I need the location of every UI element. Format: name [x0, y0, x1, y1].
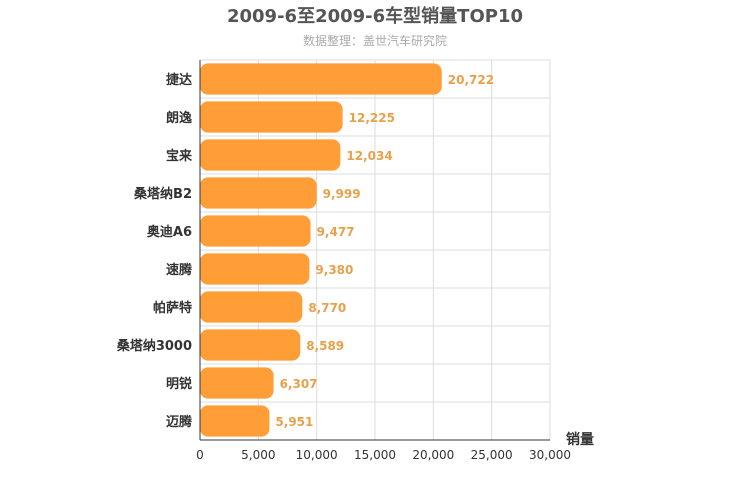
data-label: 9,477	[317, 225, 355, 239]
category-label: 捷达	[166, 72, 192, 88]
data-label: 20,722	[448, 73, 494, 87]
data-label: 5,951	[275, 415, 313, 429]
category-label: 迈腾	[166, 414, 193, 430]
data-label: 8,589	[306, 339, 344, 353]
x-tick-label: 20,000	[412, 448, 454, 462]
category-label: 帕萨特	[153, 300, 192, 316]
category-label: 明锐	[166, 376, 192, 392]
category-label: 速腾	[166, 262, 193, 278]
bar	[200, 291, 303, 323]
data-label: 6,307	[280, 377, 318, 391]
x-tick-label: 5,000	[241, 448, 275, 462]
bar	[200, 405, 270, 437]
category-label: 奥迪A6	[147, 224, 192, 240]
bar	[200, 253, 310, 285]
chart-subtitle: 数据整理：盖世汽车研究院	[303, 33, 447, 48]
x-tick-label: 0	[196, 448, 204, 462]
category-label: 桑塔纳B2	[133, 186, 192, 202]
x-tick-label: 25,000	[471, 448, 513, 462]
data-label: 9,999	[323, 187, 361, 201]
bar	[200, 139, 341, 171]
bar	[200, 367, 274, 399]
chart-title: 2009-6至2009-6车型销量TOP10	[227, 5, 523, 27]
category-label: 桑塔纳3000	[116, 338, 192, 354]
grid-lines	[200, 59, 551, 440]
bar	[200, 329, 301, 361]
data-label: 9,380	[315, 263, 353, 277]
bar	[200, 215, 311, 247]
bars	[200, 63, 442, 437]
category-label: 朗逸	[166, 110, 192, 126]
x-tick-label: 10,000	[296, 448, 338, 462]
labels: 0 5,000 10,000 15,000 20,000 25,000 30,000 捷达 20…	[116, 72, 571, 462]
bar	[200, 63, 442, 95]
data-label: 12,225	[349, 111, 395, 125]
x-axis-title: 销量	[566, 431, 594, 448]
data-label: 8,770	[308, 301, 346, 315]
bar	[200, 177, 317, 209]
category-label: 宝来	[166, 148, 193, 164]
x-tick-label: 15,000	[354, 448, 396, 462]
bar	[200, 101, 343, 133]
data-label: 12,034	[346, 149, 392, 163]
x-tick-label: 30,000	[529, 448, 571, 462]
